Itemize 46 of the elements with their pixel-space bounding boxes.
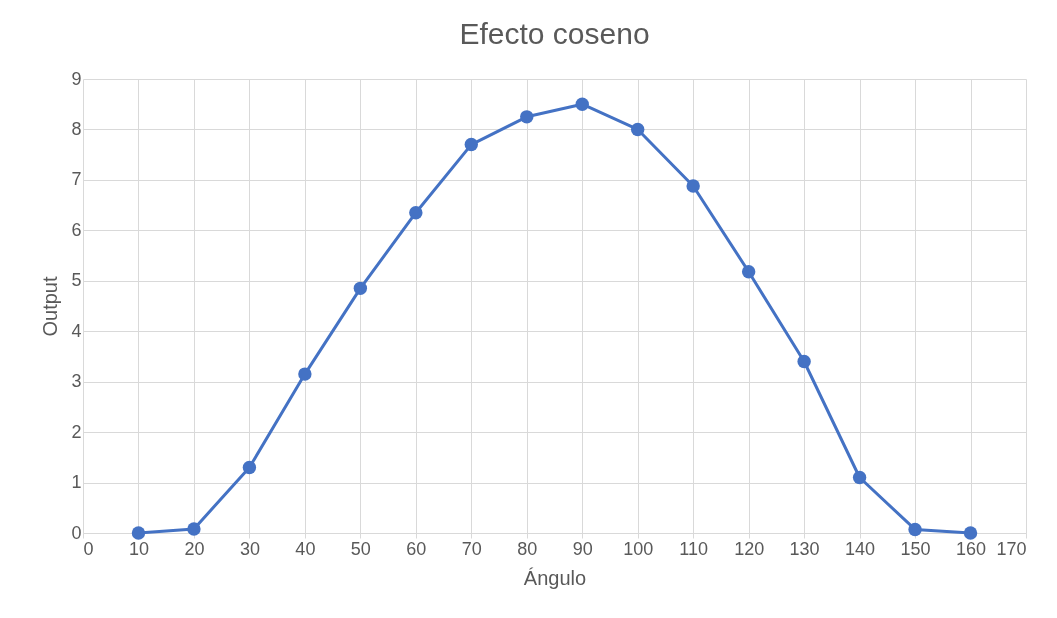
point [298,367,312,381]
x-axis-title: Ángulo [523,566,587,589]
x-tick-label: 150 [900,538,931,559]
y-tick-label: 0 [71,522,82,543]
y-tick-label: 7 [71,169,82,190]
x-tick-label: 80 [517,538,538,559]
x-tick-label: 70 [461,538,482,559]
x-tick-label: 20 [184,538,205,559]
y-tick-label: 3 [71,371,82,392]
point [575,97,589,111]
x-tick-label: 30 [239,538,260,559]
point [963,526,978,540]
point [187,522,201,536]
point [409,205,423,220]
y-tick-label: 1 [71,472,82,493]
point [797,354,811,369]
x-tick-label: 170 [996,538,1027,559]
point [353,281,368,296]
x-tick-label: 40 [295,538,316,559]
point [520,110,534,124]
point [686,179,700,193]
x-tick-label: 110 [679,538,709,559]
x-tick-label: 130 [789,538,820,559]
point [464,137,478,152]
x-tick-label: 100 [623,538,654,559]
point [852,470,867,485]
x-tick-label: 10 [128,538,149,559]
point [631,122,645,137]
y-tick-label: 5 [71,270,82,291]
point [131,526,146,540]
y-tick-label: 4 [71,320,82,341]
point [741,265,756,279]
point [908,522,922,537]
x-tick-label: 160 [956,538,987,559]
y-tick-label: 8 [71,118,82,139]
x-tick-label: 140 [845,538,876,559]
x-tick-label: 50 [350,538,371,559]
chart-title: Efecto coseno [459,17,650,50]
y-tick-label: 2 [71,421,82,442]
x-tick-label: 90 [572,538,593,559]
y-axis-title: Output [39,276,62,337]
x-tick-label: 60 [406,538,427,559]
y-tick-label: 9 [71,68,82,89]
point [242,460,257,475]
x-tick-label: 120 [734,538,765,559]
y-tick-label: 6 [71,219,82,240]
